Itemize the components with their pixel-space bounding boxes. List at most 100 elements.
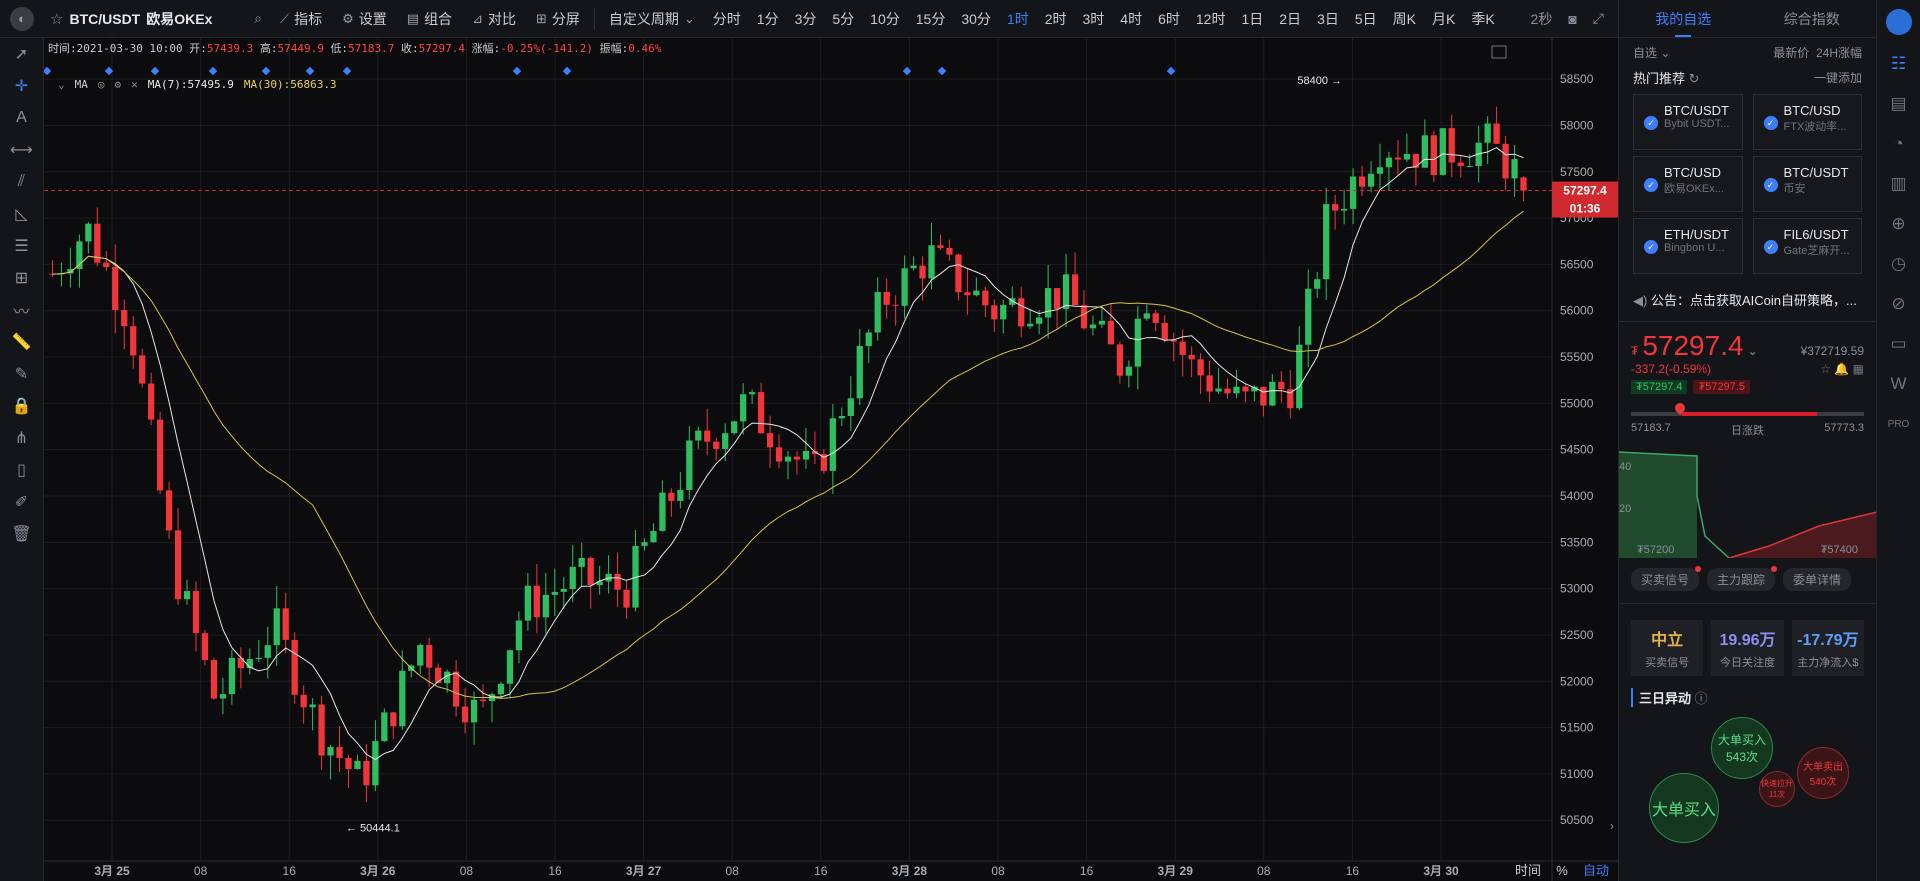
period-5[interactable]: 15分	[915, 10, 946, 27]
candle-body[interactable]	[94, 223, 101, 263]
candle-body[interactable]	[219, 694, 227, 699]
candle-body[interactable]	[937, 245, 944, 248]
candle-body[interactable]	[121, 310, 128, 327]
candle-body[interactable]	[156, 419, 164, 491]
period-6[interactable]: 30分	[961, 10, 991, 27]
refresh-icon[interactable]: ↻	[1688, 70, 1700, 86]
candle-body[interactable]	[1349, 176, 1357, 209]
bubble-big-buy[interactable]: 大单买入 543次	[1711, 717, 1773, 779]
candle-body[interactable]	[1412, 153, 1420, 168]
favorite-card[interactable]: ✓ BTC/USD FTX波动率...	[1752, 94, 1862, 150]
tab-composite-index[interactable]: 综合指数	[1783, 10, 1840, 27]
candle-body[interactable]	[578, 558, 585, 567]
main-force-button[interactable]: 主力跟踪	[1707, 566, 1778, 591]
candle-body[interactable]	[1305, 288, 1312, 345]
candle-body[interactable]	[148, 383, 155, 420]
favorite-card[interactable]: ✓ BTC/USDT 币安	[1752, 156, 1862, 212]
period-4[interactable]: 10分	[870, 10, 900, 27]
candle-body[interactable]	[677, 489, 684, 501]
candle-body[interactable]	[426, 644, 433, 668]
period-3[interactable]: 5分	[832, 10, 855, 27]
candle-body[interactable]	[1385, 157, 1393, 168]
candle-body[interactable]	[524, 585, 532, 621]
candle-body[interactable]	[748, 392, 756, 395]
candle-body[interactable]	[1179, 341, 1186, 355]
candle-body[interactable]	[1448, 128, 1455, 163]
candle-body[interactable]	[291, 639, 298, 695]
candle-body[interactable]	[1314, 279, 1321, 289]
candle-body[interactable]	[363, 760, 370, 786]
calendar-icon[interactable]: ▦	[1852, 362, 1864, 376]
candle-body[interactable]	[829, 418, 836, 471]
candle-body[interactable]	[955, 254, 962, 293]
candle-body[interactable]	[470, 699, 478, 723]
candle-body[interactable]	[255, 657, 262, 660]
tab-my-watchlist[interactable]: 我的自选	[1619, 0, 1748, 37]
app-logo[interactable]: ◐	[0, 0, 44, 37]
candle-body[interactable]	[811, 450, 819, 455]
indicator-button[interactable]: ⟋ 指标	[270, 0, 332, 37]
period-1[interactable]: 1分	[756, 10, 779, 27]
period-17[interactable]: 周K	[1392, 10, 1416, 27]
buy-sell-signal-button[interactable]: 买卖信号	[1631, 566, 1702, 591]
candle-body[interactable]	[1125, 366, 1132, 376]
candle-body[interactable]	[775, 447, 783, 462]
candle-body[interactable]	[973, 290, 980, 296]
candle-body[interactable]	[560, 588, 567, 592]
candle-body[interactable]	[1323, 204, 1330, 280]
candle-body[interactable]	[668, 492, 675, 501]
candle-body[interactable]	[345, 757, 352, 770]
candle-body[interactable]	[497, 683, 505, 695]
wave-tool-icon[interactable]: 〰	[13, 304, 30, 321]
period-7[interactable]: 1时	[1006, 10, 1029, 27]
candle-body[interactable]	[874, 291, 881, 333]
candle-body[interactable]	[1152, 313, 1159, 323]
axis-mode-2[interactable]: 自动	[1583, 863, 1609, 878]
candle-body[interactable]	[1251, 386, 1258, 392]
candle-body[interactable]	[1233, 386, 1240, 394]
candle-body[interactable]	[246, 659, 253, 669]
candle-body[interactable]	[1332, 204, 1339, 211]
candle-body[interactable]	[1197, 359, 1204, 376]
triangle-tool-icon[interactable]: ◺	[15, 206, 28, 223]
event-marker[interactable]	[305, 66, 315, 76]
candle-body[interactable]	[273, 608, 280, 646]
candle-body[interactable]	[847, 398, 854, 416]
pointer-icon[interactable]: ➚	[14, 46, 29, 63]
candle-body[interactable]	[417, 644, 424, 666]
candle-body[interactable]	[1269, 381, 1276, 406]
candle-body[interactable]	[1376, 167, 1384, 174]
event-marker[interactable]	[261, 66, 271, 76]
candle-body[interactable]	[1098, 320, 1106, 325]
candle-body[interactable]	[228, 657, 236, 695]
period-14[interactable]: 2日	[1279, 10, 1302, 27]
candle-body[interactable]	[390, 712, 397, 727]
star-icon[interactable]: ☆	[1820, 362, 1832, 376]
candle-body[interactable]	[1188, 354, 1195, 360]
candle-body[interactable]	[1215, 388, 1222, 392]
favorite-card[interactable]: ✓ FIL6/USDT Gate芝麻开...	[1752, 218, 1862, 274]
favorite-card[interactable]: ✓ BTC/USD 欧易OKEx...	[1633, 156, 1743, 212]
ruler-icon[interactable]: 📏	[11, 334, 32, 351]
candle-body[interactable]	[130, 326, 137, 356]
candle-body[interactable]	[461, 706, 469, 723]
symbol-selector[interactable]: ☆ BTC/USDT 欧易OKEx ⌕	[44, 9, 270, 29]
candle-body[interactable]	[1260, 386, 1267, 406]
text-tool-icon[interactable]: A	[16, 109, 27, 126]
fullscreen-icon[interactable]: ⤢	[1592, 10, 1604, 26]
candle-body[interactable]	[901, 268, 908, 306]
candle-body[interactable]	[991, 305, 998, 320]
candle-body[interactable]	[569, 566, 576, 589]
candle-body[interactable]	[587, 558, 594, 586]
candle-body[interactable]	[757, 392, 765, 434]
candle-body[interactable]	[452, 671, 460, 707]
candle-body[interactable]	[1502, 143, 1509, 179]
candle-body[interactable]	[1421, 135, 1428, 168]
candle-body[interactable]	[1511, 159, 1518, 179]
candle-body[interactable]	[793, 456, 801, 460]
crosshair-icon[interactable]: ✛	[14, 78, 29, 95]
user-avatar[interactable]	[1877, 0, 1920, 44]
candle-body[interactable]	[1493, 123, 1500, 144]
compare-button[interactable]: ⊿ 对比	[462, 0, 526, 37]
candle-body[interactable]	[695, 430, 702, 441]
